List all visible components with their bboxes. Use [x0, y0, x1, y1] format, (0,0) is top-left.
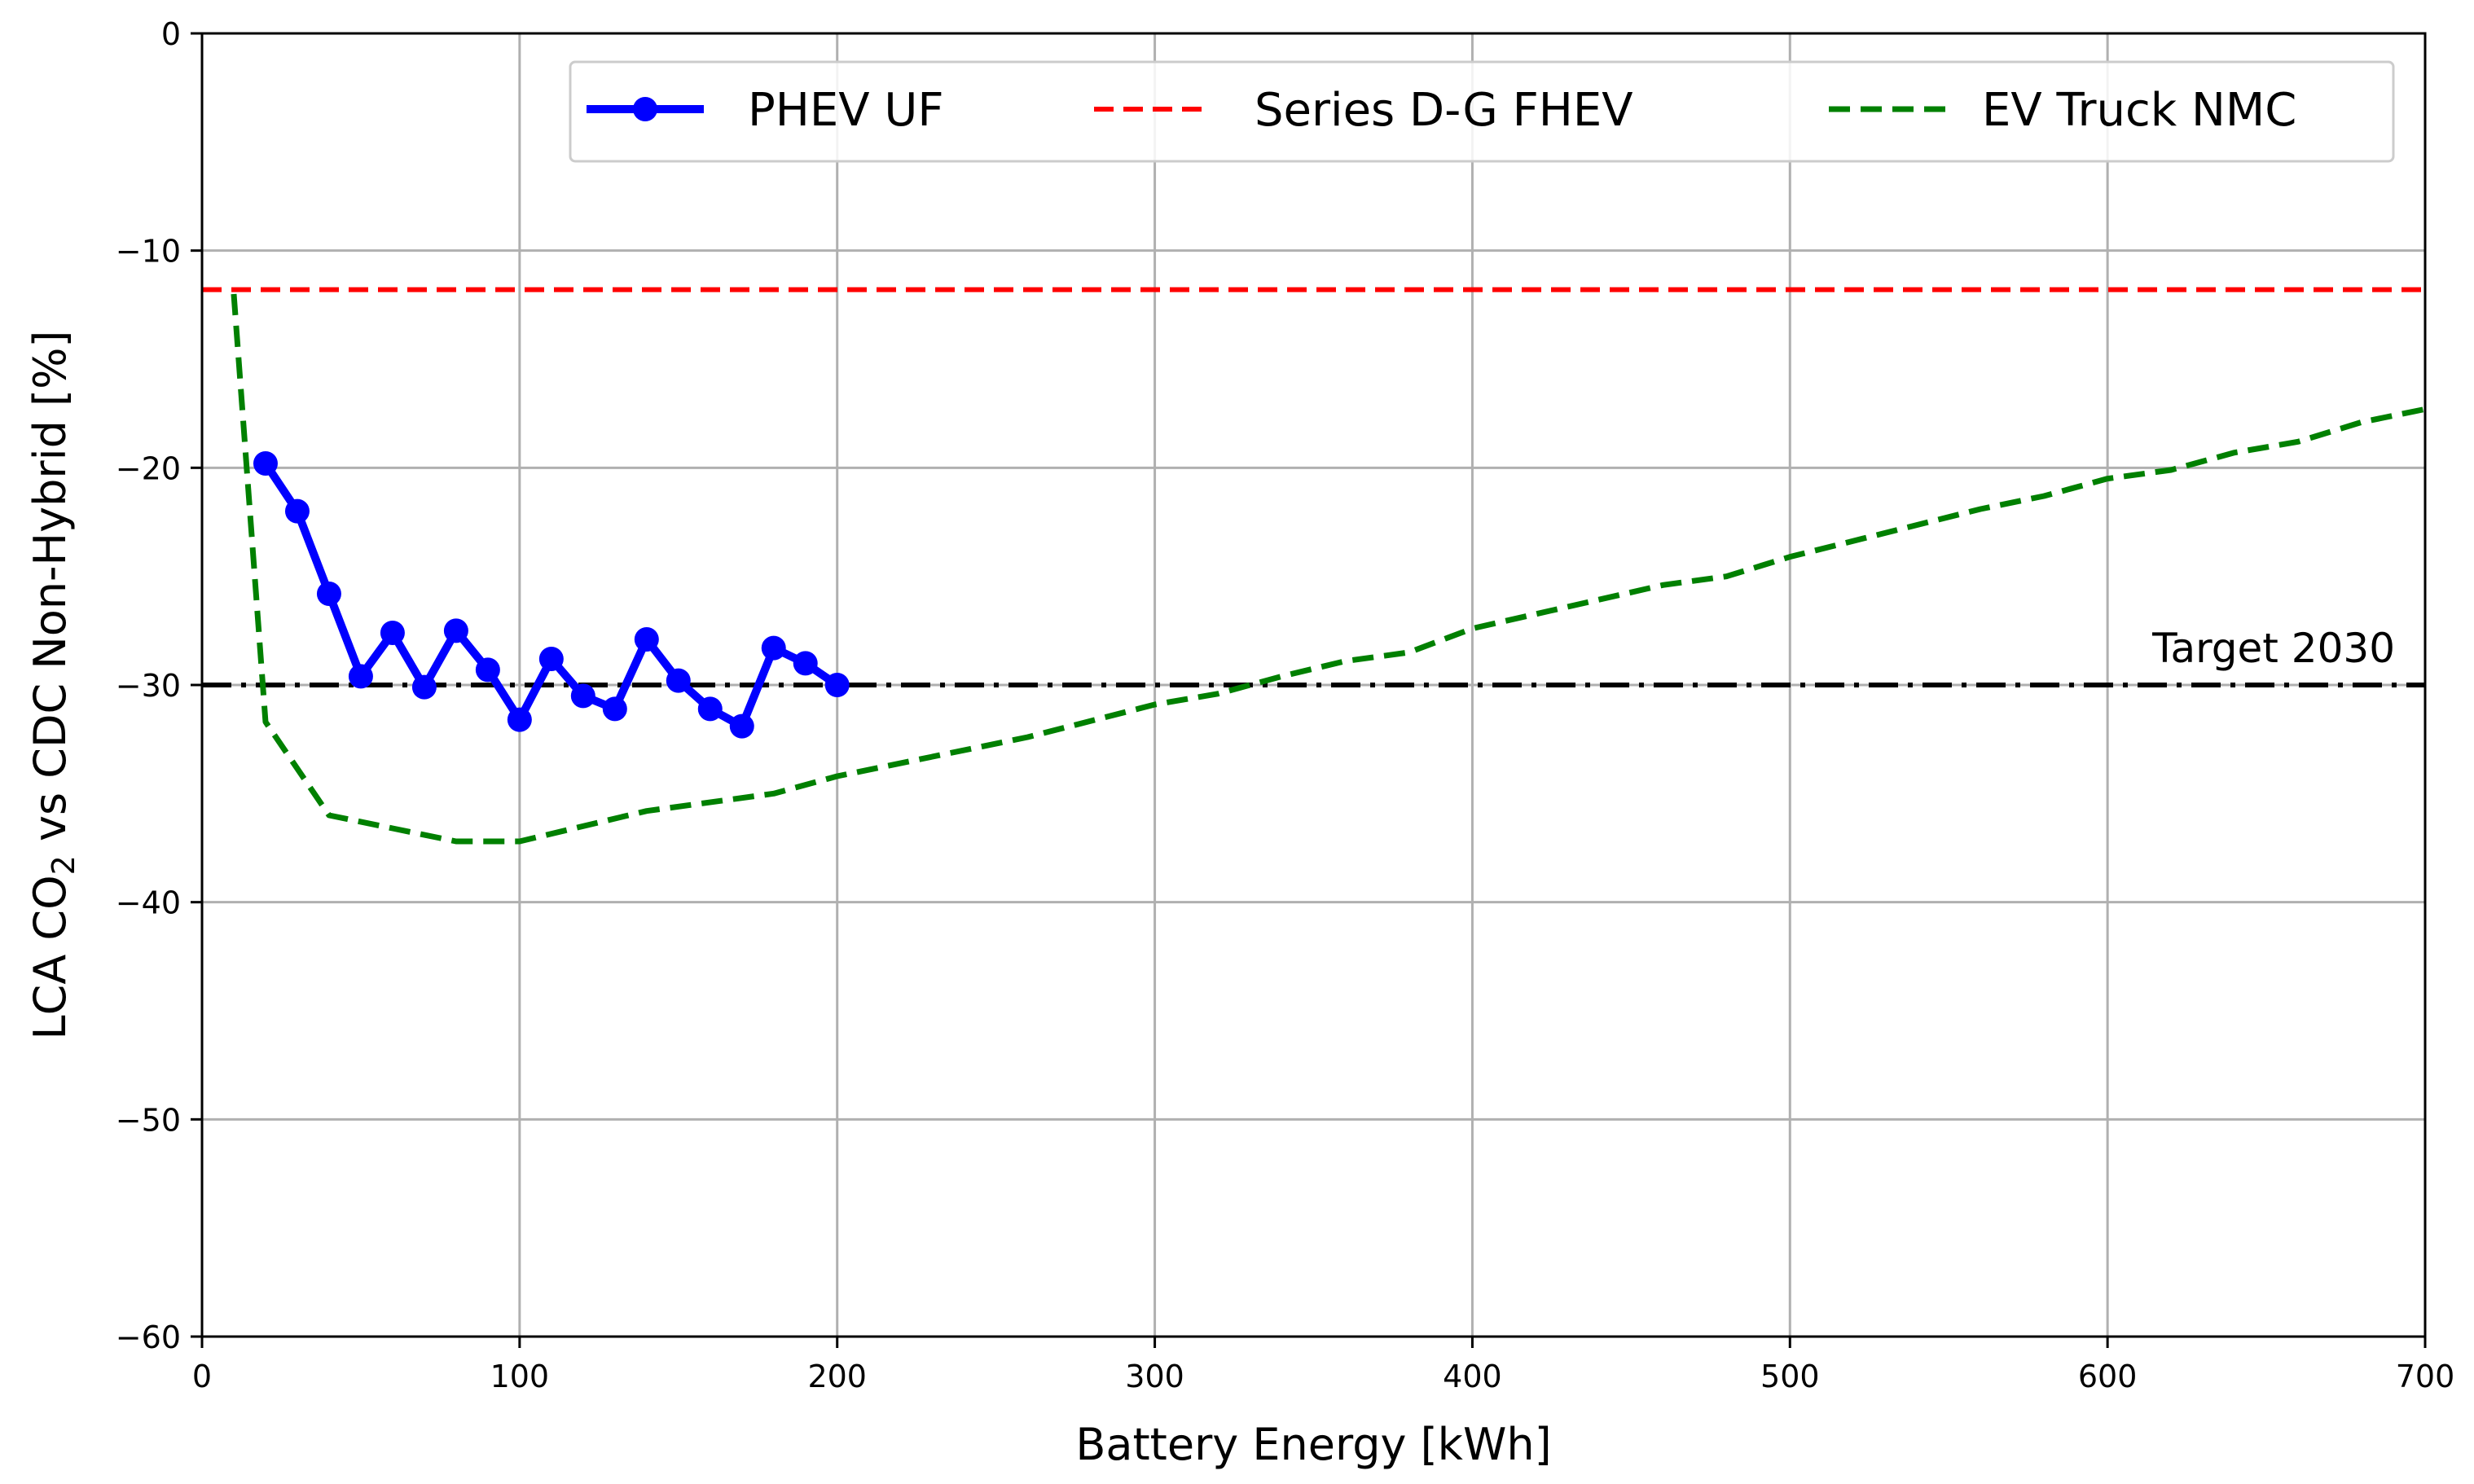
- phev-uf-point: [316, 582, 341, 606]
- y-tick-label: −10: [116, 234, 181, 270]
- x-tick-label: 0: [192, 1359, 212, 1394]
- phev-uf-point: [666, 668, 691, 693]
- y-axis-title-subscript: 2: [46, 855, 81, 875]
- phev-uf-point: [570, 683, 595, 709]
- axis-ticks: 0 100 200 300 400 500 600 700 0 −10 −20 −30 −40 −50 −6…: [116, 16, 2454, 1394]
- x-axis-title: Battery Energy [kWh]: [1075, 1419, 1551, 1470]
- phev-uf-point: [253, 451, 278, 476]
- phev-uf-point: [284, 498, 310, 524]
- x-tick-label: 100: [490, 1359, 550, 1394]
- phev-uf-point: [507, 707, 532, 732]
- y-axis-title: LCA CO2 vs CDC Non-Hybrid [%]: [24, 331, 81, 1040]
- phev-uf-point: [793, 651, 818, 676]
- phev-uf-point: [380, 621, 405, 645]
- y-tick-label: −20: [116, 450, 181, 486]
- y-tick-label: 0: [161, 16, 181, 52]
- phev-uf-point: [729, 713, 754, 739]
- x-tick-label: 400: [1443, 1359, 1502, 1394]
- y-tick-label: −40: [116, 885, 181, 921]
- y-axis-title-part-1: LCA CO: [24, 875, 76, 1039]
- y-axis-title-part-2: vs CDC Non-Hybrid [%]: [24, 331, 76, 856]
- legend-box: [569, 60, 2395, 163]
- phev-uf-point: [761, 635, 786, 661]
- x-tick-label: 600: [2078, 1359, 2138, 1394]
- phev-uf-point: [475, 657, 500, 683]
- phev-uf-point: [348, 664, 373, 689]
- phev-uf-point: [697, 696, 723, 722]
- phev-uf-point: [634, 627, 659, 652]
- x-tick-label: 700: [2396, 1359, 2455, 1394]
- plot-frame: [200, 32, 2427, 1338]
- y-tick-label: −60: [116, 1319, 181, 1355]
- plot-series: [202, 287, 2426, 845]
- legend: PHEV UF Series D-G FHEV EV Truck NMC: [569, 60, 2395, 163]
- phev-uf-point: [443, 618, 468, 643]
- legend-label: PHEV UF: [748, 84, 944, 137]
- target-annotation: Target 2030: [2151, 625, 2395, 672]
- x-tick-label: 300: [1125, 1359, 1184, 1394]
- y-tick-label: −50: [116, 1102, 181, 1138]
- x-tick-label: 200: [807, 1359, 867, 1394]
- legend-phev-uf-marker: [633, 97, 657, 121]
- phev-uf-point: [602, 696, 627, 722]
- x-tick-label: 500: [1760, 1359, 1820, 1394]
- phev-uf-point: [824, 673, 850, 697]
- legend-label: Series D-G FHEV: [1255, 84, 1633, 137]
- phev-uf-point: [411, 674, 437, 700]
- phev-uf-point: [538, 647, 564, 671]
- legend-label: EV Truck NMC: [1982, 84, 2296, 137]
- y-tick-label: −30: [116, 668, 181, 704]
